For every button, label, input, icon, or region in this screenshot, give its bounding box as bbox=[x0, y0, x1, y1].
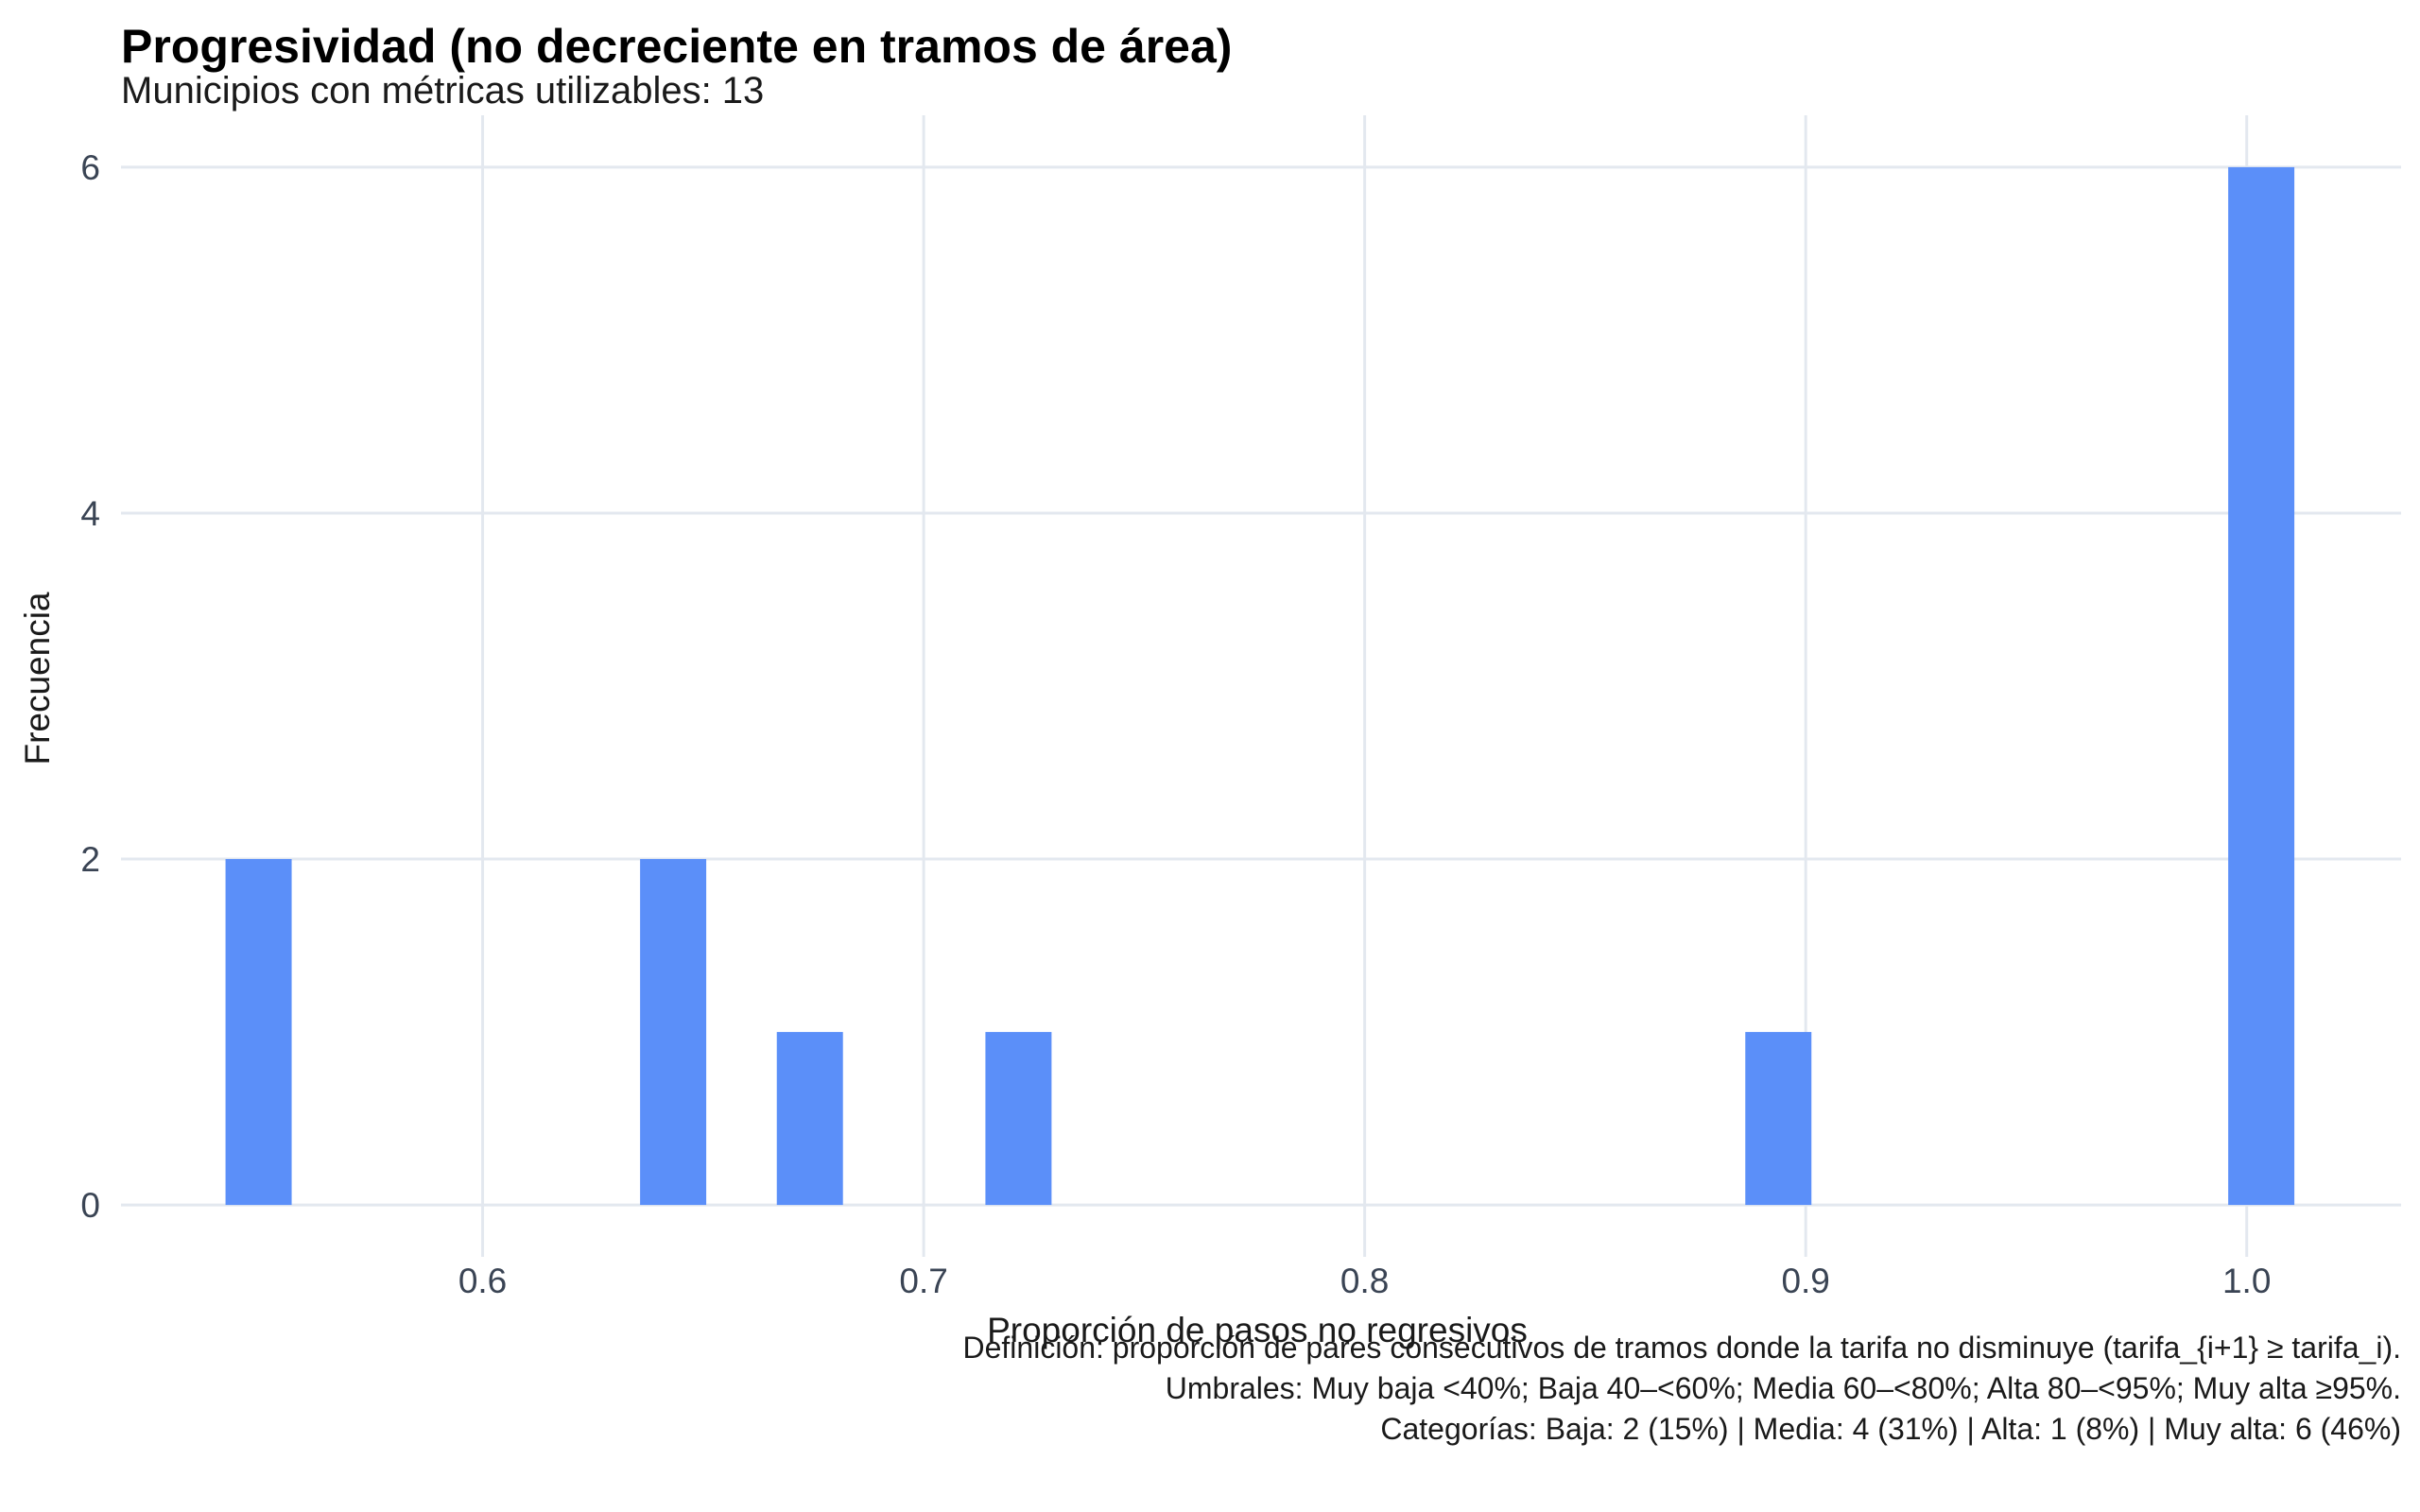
caption-categories: Categorías: Baja: 2 (15%) | Media: 4 (31… bbox=[1380, 1412, 2401, 1446]
y-tick-label: 4 bbox=[80, 494, 100, 533]
histogram-bar bbox=[225, 859, 292, 1206]
caption-thresholds: Umbrales: Muy baja <40%; Baja 40–<60%; M… bbox=[1165, 1371, 2401, 1405]
y-axis-label: Frecuencia bbox=[18, 592, 57, 765]
histogram-bar bbox=[1745, 1032, 1812, 1206]
caption-definition: Definición: proporción de pares consecut… bbox=[962, 1331, 2402, 1365]
x-tick-label: 1.0 bbox=[2222, 1262, 2271, 1300]
x-axis-ticks: 0.6 0.7 0.8 0.9 1.0 bbox=[458, 1262, 2272, 1300]
x-tick-label: 0.6 bbox=[458, 1262, 507, 1300]
y-tick-label: 0 bbox=[80, 1186, 100, 1225]
histogram-bar bbox=[776, 1032, 843, 1206]
histogram-bars bbox=[225, 166, 2295, 1206]
x-axis-label: Proporción de pasos no regresivos bbox=[987, 1311, 1528, 1349]
y-tick-label: 6 bbox=[80, 148, 100, 187]
histogram-bar bbox=[2228, 166, 2295, 1206]
x-tick-label: 0.8 bbox=[1340, 1262, 1389, 1300]
x-tick-label: 0.9 bbox=[1781, 1262, 1829, 1300]
y-tick-label: 2 bbox=[80, 840, 100, 879]
y-axis-ticks: 0 2 4 6 bbox=[80, 148, 100, 1225]
histogram-bar bbox=[640, 859, 707, 1206]
chart-subtitle: Municipios con métricas utilizables: 13 bbox=[121, 70, 765, 112]
x-tick-label: 0.7 bbox=[899, 1262, 947, 1300]
histogram-bar bbox=[985, 1032, 1052, 1206]
chart-title: Progresividad (no decreciente en tramos … bbox=[121, 20, 1233, 73]
grid-lines bbox=[121, 115, 2401, 1257]
